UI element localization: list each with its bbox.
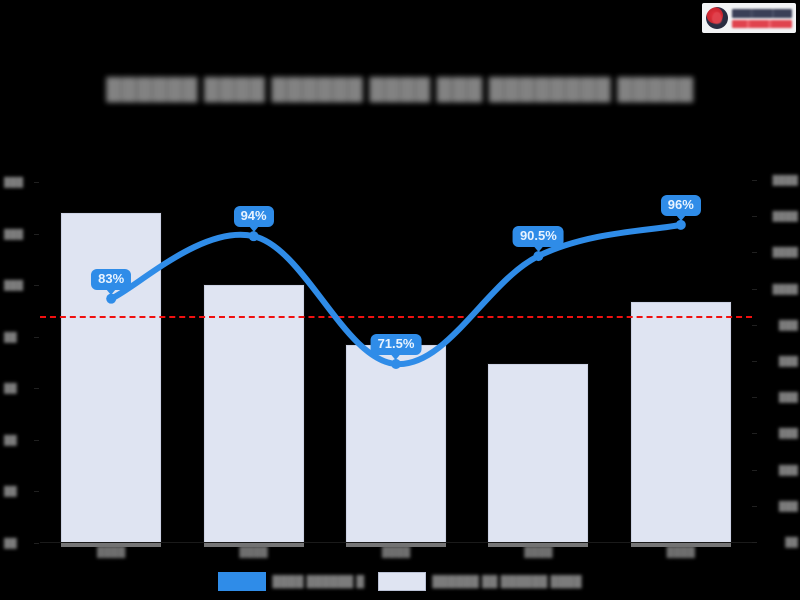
data-label-2024: 96% xyxy=(660,194,701,221)
legend-line-series[interactable]: ████ ██████ █ xyxy=(218,572,364,591)
chart-title: ██████ ████ ██████ ████ ███ ████████ ███… xyxy=(106,78,694,101)
left-tick-mark-1 xyxy=(34,233,39,235)
right-tick-mark-10 xyxy=(752,542,757,543)
line-marker-2022 xyxy=(391,359,401,370)
bar-2020 xyxy=(61,212,162,548)
right-tick-3: ████ xyxy=(772,283,798,294)
company-logo: ████████ ███████ xyxy=(702,3,796,33)
data-label-2022: 71.5% xyxy=(370,334,422,361)
right-tick-1: ████ xyxy=(772,211,798,222)
logo-wordmark: ████████ ███████ xyxy=(732,8,792,28)
right-tick-mark-4 xyxy=(752,324,757,326)
logo-wordmark-line-1: ████████ xyxy=(732,8,792,18)
bar-2024 xyxy=(630,301,731,548)
right-tick-6: ███ xyxy=(778,392,798,403)
right-tick-9: ███ xyxy=(778,500,798,511)
bar-2022 xyxy=(346,344,446,548)
left-tick-1: ███ xyxy=(4,228,24,239)
reference-line-target xyxy=(40,315,752,318)
data-label-2021: 94% xyxy=(233,206,274,233)
left-tick-5: ██ xyxy=(4,434,17,445)
legend-line-series-swatch xyxy=(218,572,267,591)
right-tick-mark-7 xyxy=(752,433,757,435)
left-tick-6: ██ xyxy=(4,486,17,497)
right-tick-mark-5 xyxy=(752,361,757,362)
right-tick-5: ███ xyxy=(778,356,798,366)
left-tick-mark-7 xyxy=(34,543,39,544)
data-label-2023: 90.5% xyxy=(512,226,564,253)
legend-bar-series-swatch xyxy=(378,572,427,591)
bar-2023 xyxy=(488,364,589,547)
line-marker-2020 xyxy=(106,293,117,304)
legend-bar-series[interactable]: ██████ ██ ██████ ████ xyxy=(378,572,582,591)
left-tick-4: ██ xyxy=(4,383,17,394)
data-label-2020: 83% xyxy=(91,268,132,295)
right-tick-7: ███ xyxy=(778,428,798,439)
left-tick-mark-4 xyxy=(34,388,39,390)
right-tick-mark-1 xyxy=(752,216,757,218)
left-tick-mark-2 xyxy=(34,285,39,287)
x-tick-2023: ████ xyxy=(524,547,553,558)
right-tick-mark-3 xyxy=(752,288,757,290)
left-tick-7: ██ xyxy=(4,538,17,548)
x-axis-line xyxy=(40,542,752,543)
line-marker-2023 xyxy=(533,251,544,262)
right-tick-mark-2 xyxy=(752,252,757,254)
right-tick-mark-9 xyxy=(752,505,757,507)
x-tick-2020: ████ xyxy=(97,547,126,558)
line-marker-2024 xyxy=(675,219,686,230)
right-tick-mark-0 xyxy=(752,180,757,181)
x-tick-2021: ████ xyxy=(239,547,268,558)
x-tick-2022: ████ xyxy=(381,547,411,558)
bar-2021 xyxy=(203,285,304,547)
right-tick-8: ███ xyxy=(778,464,798,475)
left-tick-mark-6 xyxy=(34,491,39,493)
left-tick-0: ███ xyxy=(4,177,24,187)
right-tick-mark-6 xyxy=(752,397,757,399)
left-tick-mark-0 xyxy=(34,182,39,183)
chart-legend: ████ ██████ █ ██████ ██ ██████ ████ xyxy=(0,572,800,591)
x-tick-2024: ████ xyxy=(666,547,695,558)
right-tick-4: ███ xyxy=(778,319,798,330)
right-tick-10: ██ xyxy=(785,537,798,547)
line-marker-2021 xyxy=(248,231,259,242)
right-tick-2: ████ xyxy=(772,247,798,258)
left-tick-3: ██ xyxy=(4,331,17,342)
right-tick-mark-8 xyxy=(752,469,757,471)
left-tick-mark-5 xyxy=(34,439,39,441)
left-tick-2: ███ xyxy=(4,280,24,291)
logo-wordmark-line-2: ███████ xyxy=(732,19,792,28)
legend-bar-series-label: ██████ ██ ██████ ████ xyxy=(432,575,582,588)
legend-line-series-label: ████ ██████ █ xyxy=(272,575,365,588)
left-tick-mark-3 xyxy=(34,336,39,338)
logo-mark-icon xyxy=(706,7,728,29)
right-tick-0: ████ xyxy=(772,175,798,185)
